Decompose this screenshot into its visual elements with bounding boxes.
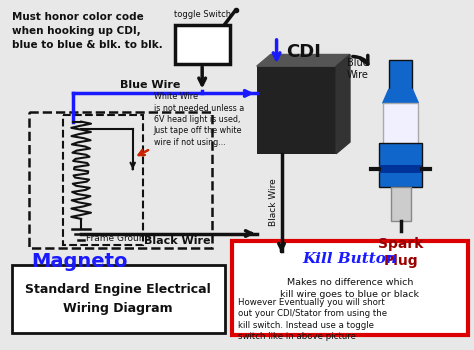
Bar <box>63 115 143 245</box>
Bar <box>391 187 410 221</box>
Polygon shape <box>383 90 419 103</box>
Text: Standard Engine Electrical
Wiring Diagram: Standard Engine Electrical Wiring Diagra… <box>25 283 211 315</box>
Text: White Wire
is not needed unless a
6V head light is used,
Just tape off the white: White Wire is not needed unless a 6V hea… <box>154 92 244 147</box>
Text: Must honor color code
when hooking up CDI,
blue to blue & blk. to blk.: Must honor color code when hooking up CD… <box>12 12 163 50</box>
Bar <box>28 112 212 248</box>
Bar <box>383 103 419 157</box>
Text: Kill Button: Kill Button <box>302 252 398 266</box>
Polygon shape <box>336 55 350 154</box>
Bar <box>175 25 230 64</box>
Bar <box>379 143 422 187</box>
Text: Black Wire: Black Wire <box>144 237 210 246</box>
Polygon shape <box>257 55 350 66</box>
Text: toggle Switch: toggle Switch <box>173 10 231 19</box>
Text: Frame Ground: Frame Ground <box>86 233 150 243</box>
Text: CDI: CDI <box>286 43 321 61</box>
Bar <box>379 166 422 173</box>
Text: Magneto: Magneto <box>32 252 128 271</box>
Text: Makes no difference which
kill wire goes to blue or black: Makes no difference which kill wire goes… <box>281 278 419 299</box>
Bar <box>257 66 336 154</box>
Text: Blue Wire: Blue Wire <box>120 79 181 90</box>
Text: However Eventually you will short
out your CDI/Stator from using the
kill switch: However Eventually you will short out yo… <box>238 298 387 341</box>
Text: Black Wire: Black Wire <box>269 178 278 226</box>
Text: Blue
Wire: Blue Wire <box>347 58 369 80</box>
Bar <box>271 55 350 142</box>
Bar <box>12 265 225 333</box>
Bar <box>232 241 468 335</box>
Text: Spark
Plug: Spark Plug <box>378 237 423 268</box>
Bar <box>389 60 412 90</box>
